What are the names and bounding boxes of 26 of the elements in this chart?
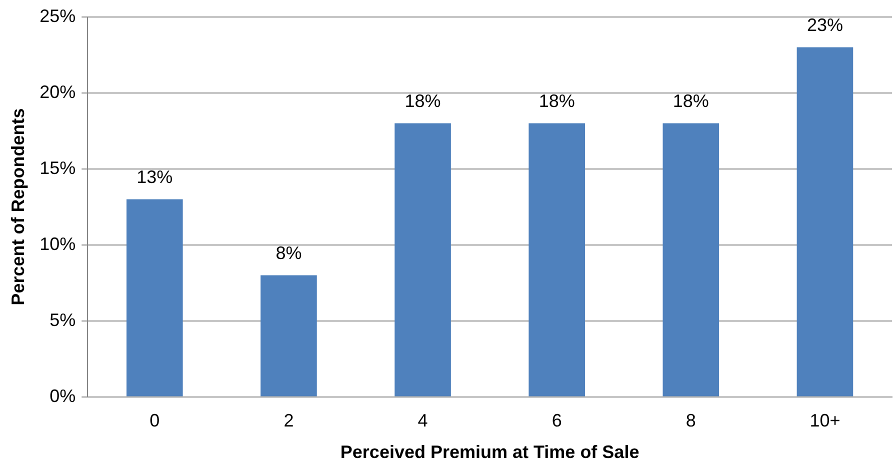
data-label: 18% (672, 91, 709, 112)
x-tick-label: 10+ (810, 410, 840, 431)
x-tick-label: 8 (686, 410, 696, 431)
bar (126, 199, 183, 396)
bar (796, 47, 854, 396)
y-tick-label: 25% (40, 6, 76, 26)
bar (528, 123, 585, 396)
data-label: 18% (538, 91, 575, 112)
data-label: 18% (404, 91, 441, 112)
y-tick-label: 15% (40, 158, 76, 178)
y-axis-title: Percent of Repondents (8, 108, 28, 306)
x-tick-label: 2 (284, 410, 294, 431)
data-label: 23% (806, 15, 843, 36)
y-tick-label: 5% (50, 310, 76, 330)
data-label: 8% (276, 243, 302, 264)
x-tick-label: 4 (418, 410, 428, 431)
data-label: 13% (136, 167, 173, 188)
bar (662, 123, 720, 396)
y-tick-label: 20% (40, 82, 76, 102)
bar (260, 275, 317, 396)
x-axis-title: Perceived Premium at Time of Sale (340, 442, 640, 462)
x-tick-label: 0 (150, 410, 160, 431)
y-tick-label: 0% (50, 386, 76, 406)
x-tick-label: 6 (552, 410, 562, 431)
bar (394, 123, 451, 396)
y-tick-label: 10% (40, 234, 76, 254)
